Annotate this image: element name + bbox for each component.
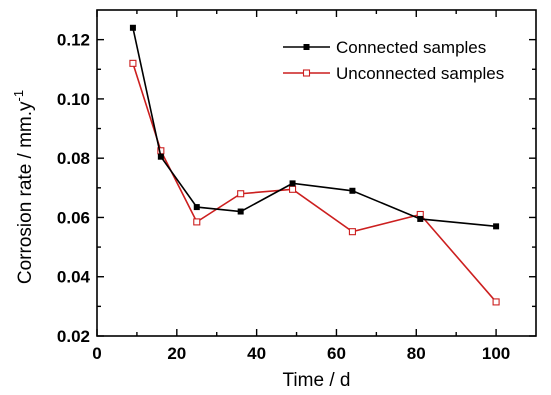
x-tick-label: 100 [482,344,510,363]
y-tick-label: 0.02 [57,327,90,346]
data-point [193,218,201,226]
data-point [237,190,245,198]
data-point [289,180,296,187]
series-line [132,27,497,228]
x-tick-label: 20 [167,344,186,363]
x-tick-label: 80 [407,344,426,363]
data-point [493,223,500,230]
data-point [157,153,164,160]
data-point [129,59,137,67]
x-tick-label: 0 [92,344,101,363]
x-axis-title: Time / d [283,370,351,391]
legend-label: Connected samples [336,38,486,57]
series-line [132,63,497,303]
y-axis-title-main: Corrosion rate / mm.y [15,101,36,284]
legend-marker [303,44,310,50]
y-axis-title-superscript: -1 [11,90,26,102]
axes-frame [96,9,537,337]
data-point [349,187,356,194]
data-point [348,228,356,236]
y-axis-title: Corrosion rate / mm.y-1 [11,90,36,284]
data-point [193,204,200,211]
data-point [289,185,297,193]
y-tick-label: 0.10 [57,90,90,109]
x-tick-label: 40 [247,344,266,363]
data-point [492,298,500,306]
plot-area: 0 20 40 60 80 100 0.02 0.04 0.06 0.08 0.10 0.12 [57,9,537,363]
x-tick-label: 60 [327,344,346,363]
data-point [417,215,424,222]
legend: Connected samples Unconnected samples [283,38,504,83]
series-layer [129,24,500,306]
y-tick-label: 0.12 [57,31,90,50]
y-tick-label: 0.04 [57,268,91,287]
data-point [237,208,244,215]
data-point [129,24,136,31]
legend-label: Unconnected samples [336,64,504,83]
y-tick-label: 0.08 [57,149,90,168]
legend-marker [302,69,311,77]
y-tick-label: 0.06 [57,208,90,227]
